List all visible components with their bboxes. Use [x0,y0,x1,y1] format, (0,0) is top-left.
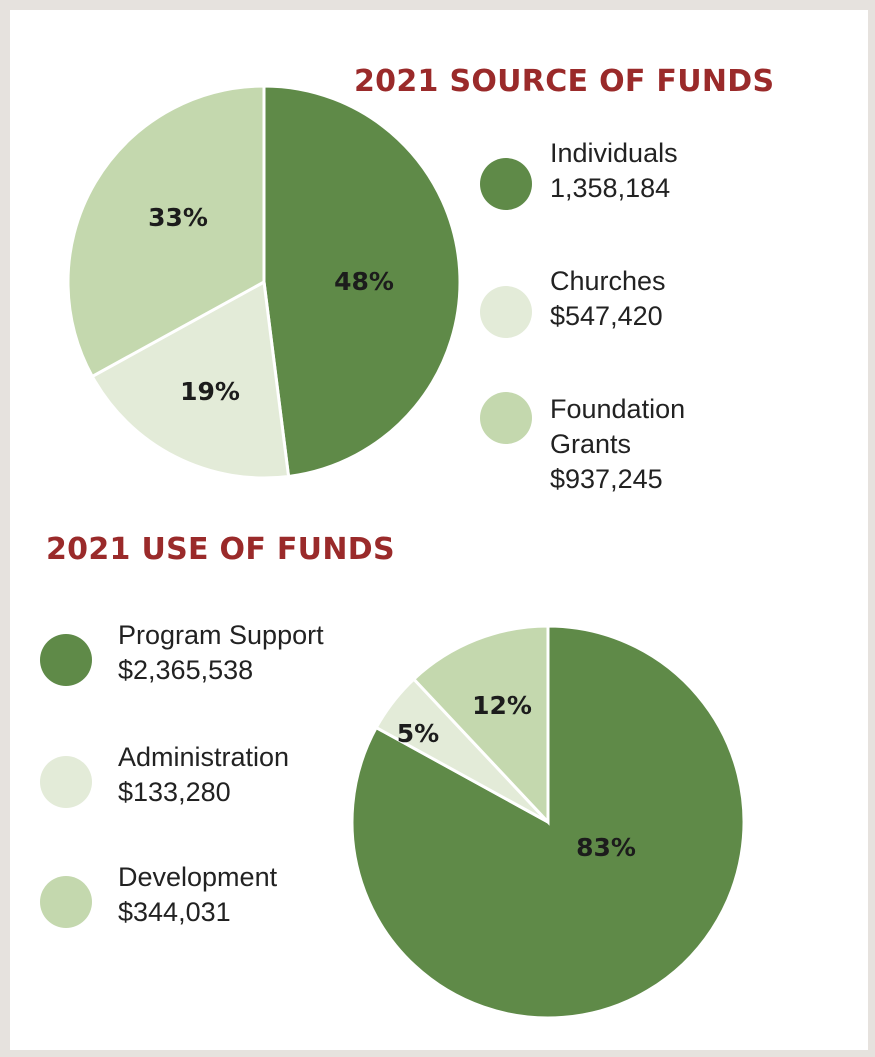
use-of-funds-title: 2021 USE OF FUNDS [46,532,395,567]
pie-label-development: 12% [472,691,532,720]
legend-swatch-icon [480,158,532,210]
funds-infographic: 2021 SOURCE OF FUNDS 48% 19% 33% Individua… [10,10,868,1050]
pie-slice-foundation-grants [66,84,266,379]
pie-slice-development [411,624,550,826]
pie-slice-churches [90,279,291,480]
legend-label: Grants [550,429,632,459]
pie-label-churches: 19% [180,377,240,406]
legend-swatch-icon [480,286,532,338]
legend-label: Administration [118,742,290,772]
legend-swatch-icon [480,392,532,444]
source-of-funds-pie: 48% 19% 33% [66,84,462,480]
pie-slice-individuals [262,84,462,479]
legend-swatch-icon [40,876,92,928]
legend-value: 1,358,184 [550,173,671,203]
legend-swatch-icon [40,634,92,686]
legend-label: Development [118,862,278,892]
legend-label: Foundation [550,394,686,424]
pie-label-individuals: 48% [334,267,394,296]
pie-label-program-support: 83% [576,833,636,862]
legend-label: Individuals [550,138,678,168]
legend-label: Churches [550,266,666,296]
pie-label-administration: 5% [397,719,439,748]
legend-value: $937,245 [550,464,663,494]
legend-value: $133,280 [118,777,231,807]
legend-value: $2,365,538 [118,655,254,685]
legend-label: Program Support [118,620,324,650]
legend-value: $547,420 [550,301,663,331]
use-of-funds-pie: 83% 5% 12% [350,624,746,1020]
source-of-funds-title: 2021 SOURCE OF FUNDS [354,64,775,99]
legend-value: $344,031 [118,897,231,927]
legend-swatch-icon [40,756,92,808]
pie-label-foundation-grants: 33% [148,203,208,232]
